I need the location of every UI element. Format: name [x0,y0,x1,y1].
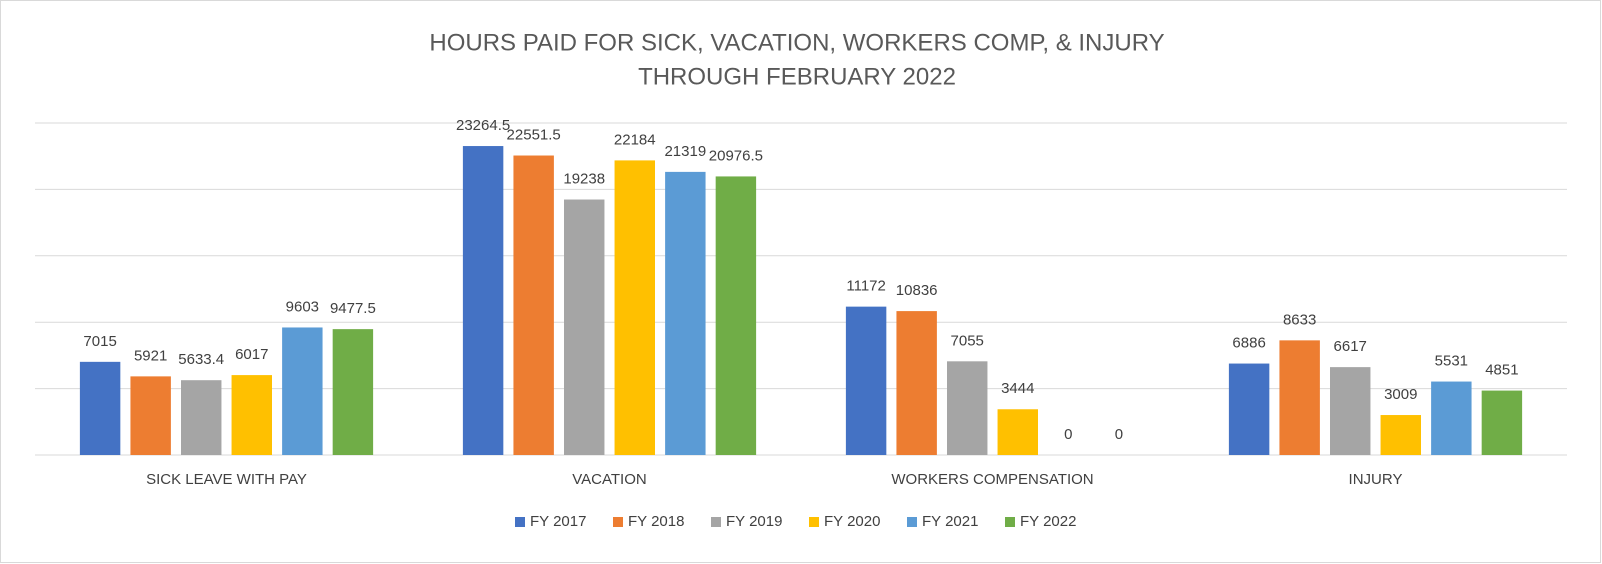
data-label: 6617 [1334,338,1367,355]
bar [282,327,323,455]
bar [231,375,273,455]
legend-label: FY 2021 [922,513,978,530]
x-tick-label: VACATION [572,471,646,488]
bar [665,171,706,456]
bar [130,376,171,455]
legend-swatch [711,517,721,527]
data-label: 5921 [134,347,167,364]
data-label: 6017 [235,346,268,363]
bar [845,306,887,455]
data-label: 7055 [951,332,984,349]
data-label: 8633 [1283,311,1316,328]
data-label: 9477.5 [330,300,376,317]
bar [997,409,1039,455]
bar [563,199,605,455]
x-tick-label: INJURY [1349,471,1403,488]
data-label: 22184 [614,131,656,148]
data-label: 6886 [1232,335,1265,352]
x-tick-label: SICK LEAVE WITH PAY [146,471,307,488]
bar [1329,367,1371,455]
data-label: 19238 [563,170,605,187]
bar [1279,340,1320,455]
bar [946,361,988,455]
legend-swatch [809,517,819,527]
data-label: 10836 [896,282,938,299]
data-label: 21319 [664,143,706,160]
legend-label: FY 2020 [824,513,880,530]
bar [332,329,374,455]
data-label: 3009 [1384,386,1417,403]
legend-label: FY 2018 [628,513,684,530]
data-label: 5531 [1435,353,1468,370]
bar [715,176,757,456]
data-label: 4851 [1485,362,1518,379]
bar [1431,381,1472,455]
bar [1228,363,1270,455]
legend-label: FY 2017 [530,513,586,530]
bar [79,361,121,455]
legend-label: FY 2019 [726,513,782,530]
legend-swatch [613,517,623,527]
data-label: 23264.5 [456,117,510,134]
data-label: 7015 [83,333,116,350]
legend-swatch [907,517,917,527]
bar [462,146,504,456]
data-label: 9603 [286,298,319,315]
data-label: 0 [1115,426,1123,443]
data-label: 3444 [1001,380,1034,397]
legend-swatch [515,517,525,527]
chart-subtitle: THROUGH FEBRUARY 2022 [638,63,956,90]
x-tick-label: WORKERS COMPENSATION [891,471,1093,488]
bar [896,311,937,455]
legend-swatch [1005,517,1015,527]
bar [1481,390,1523,455]
data-label: 5633.4 [178,351,224,368]
chart-title: HOURS PAID FOR SICK, VACATION, WORKERS C… [429,29,1164,56]
data-label: 22551.5 [507,126,561,143]
legend-label: FY 2022 [1020,513,1076,530]
data-label: 11172 [846,278,886,295]
bar [513,155,554,455]
data-label: 20976.5 [709,147,763,164]
bar [614,160,656,455]
bar [180,380,222,455]
bar [1380,415,1422,455]
data-label: 0 [1064,426,1072,443]
